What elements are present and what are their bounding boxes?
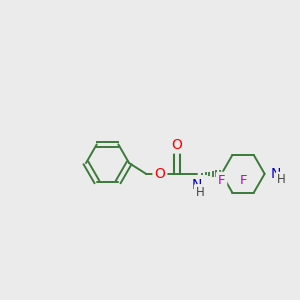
Text: F: F <box>239 174 247 187</box>
Text: N: N <box>192 178 202 192</box>
Text: H: H <box>196 186 204 199</box>
Text: F: F <box>218 174 225 187</box>
Text: O: O <box>154 167 165 181</box>
Text: H: H <box>277 173 286 187</box>
Text: N: N <box>271 167 281 181</box>
Text: O: O <box>171 138 182 152</box>
